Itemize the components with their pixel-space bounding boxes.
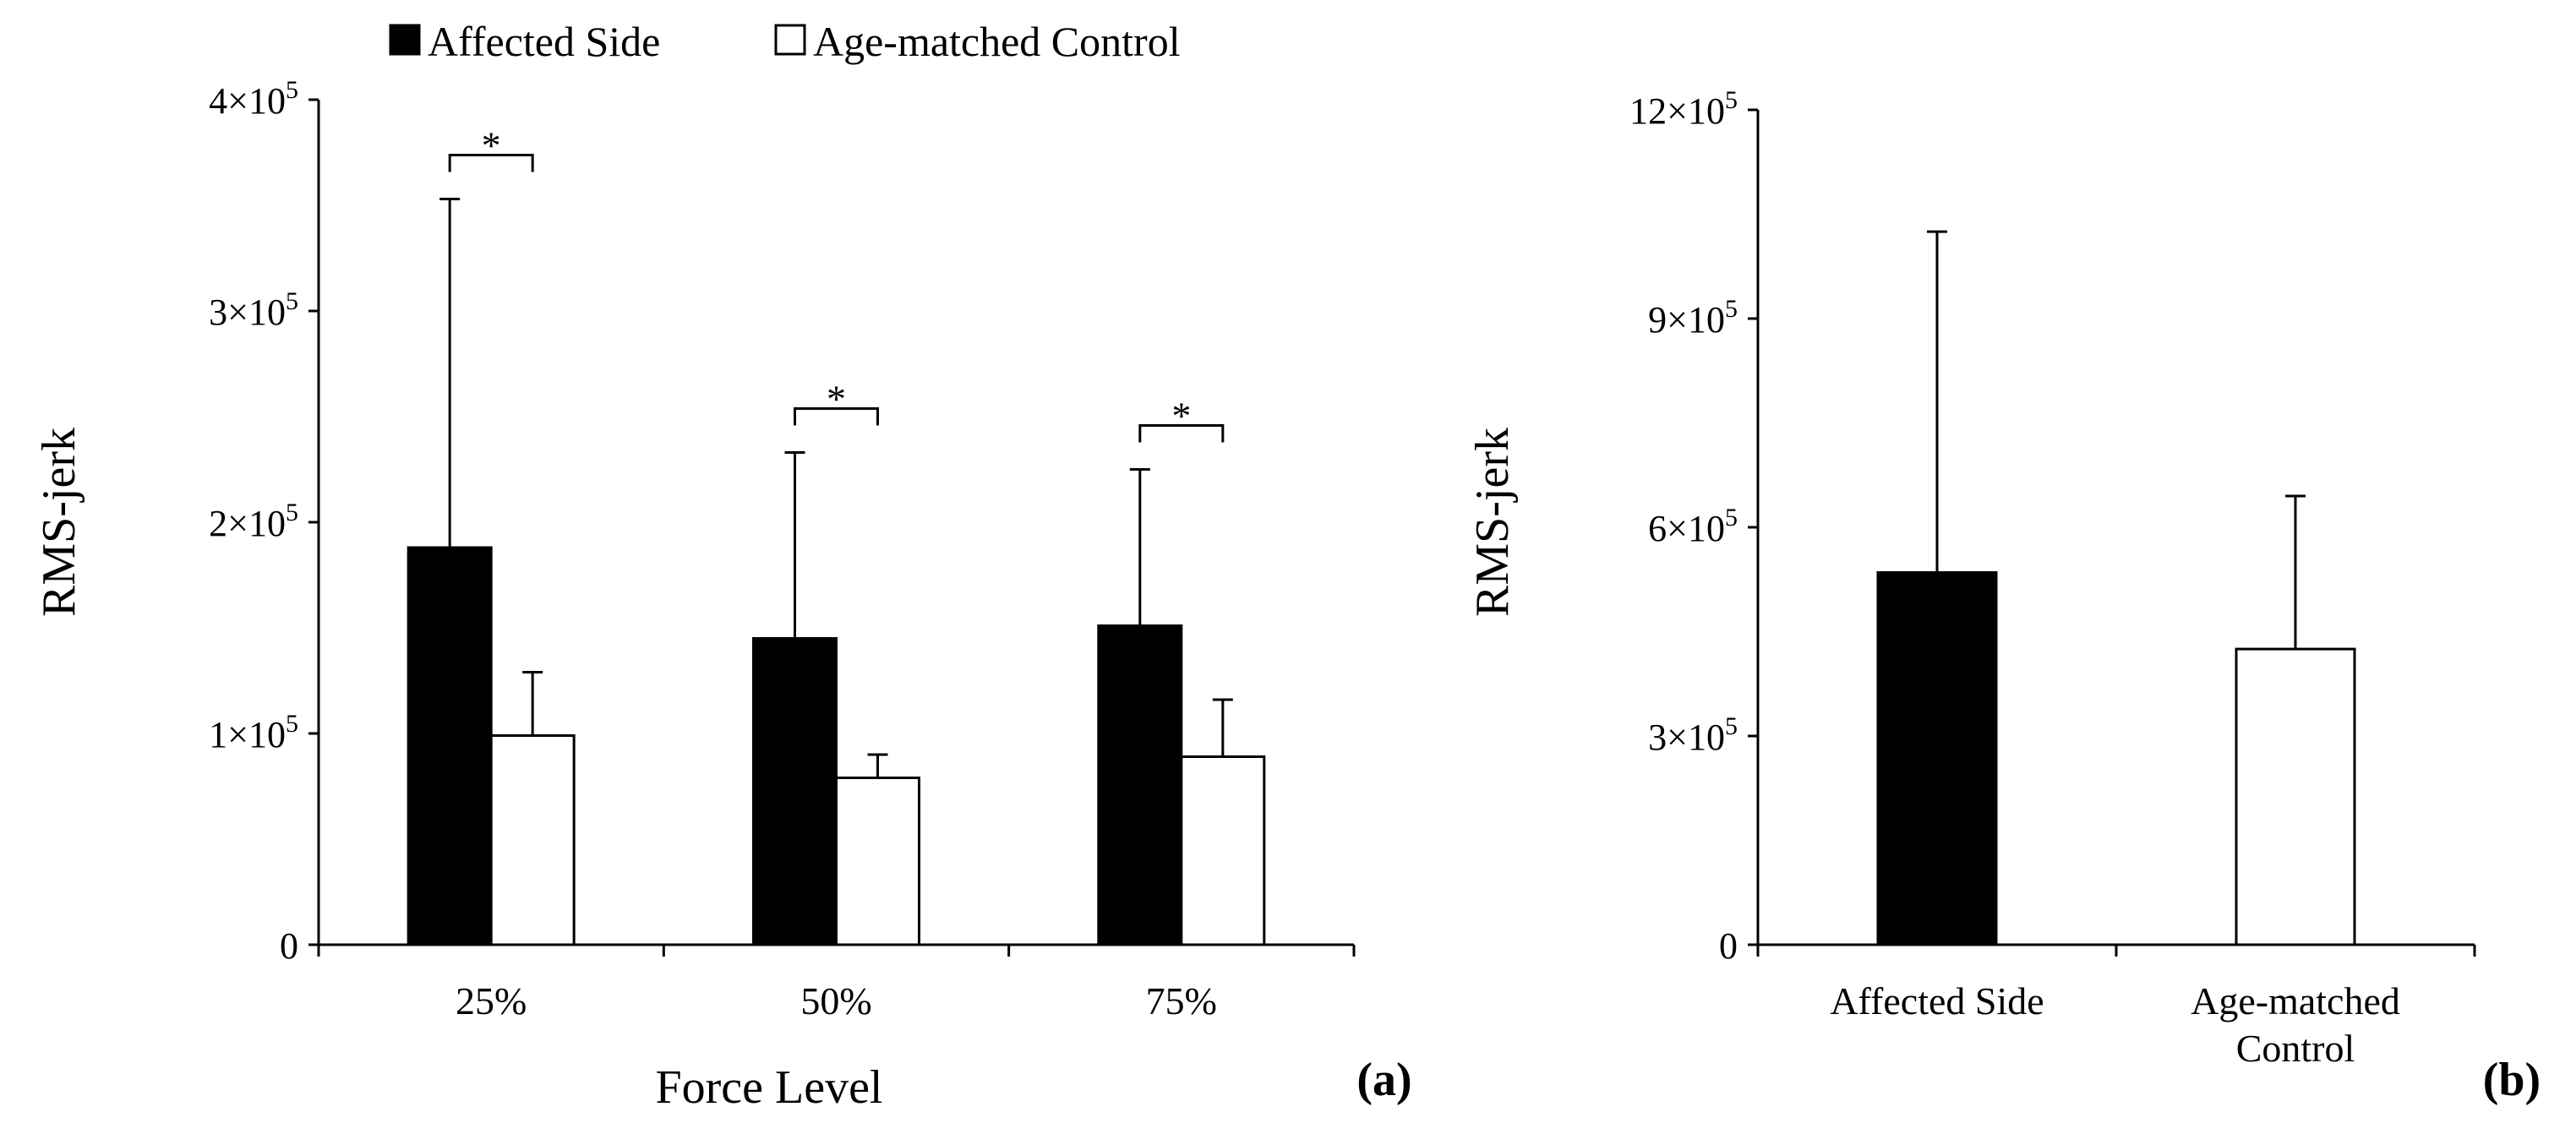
y-tick-label-a-3: 3×105 — [209, 287, 298, 333]
significance-bracket-0 — [448, 154, 534, 172]
bar-a-0-1 — [752, 637, 838, 946]
significance-star-0: * — [482, 124, 501, 167]
panel-label-b: (b) — [2483, 1054, 2541, 1106]
y-tick-label-b-0: 0 — [1719, 925, 1738, 967]
bar-a-1-0 — [489, 734, 576, 946]
bar-a-1-2 — [1180, 755, 1266, 946]
significance-bracket-1 — [794, 407, 879, 426]
bar-b-0 — [1876, 571, 1998, 946]
y-tick-label-a-1: 1×105 — [209, 710, 298, 755]
y-tick-label-b-2: 6×105 — [1648, 504, 1738, 549]
x-tick-label-a-0: 25% — [456, 979, 527, 1022]
legend-label-control: Age-matched Control — [813, 18, 1181, 65]
x-tick-label-a-2: 75% — [1146, 979, 1217, 1022]
y-ticks-a: 0 1×105 2×105 3×105 4×105 — [209, 76, 319, 967]
x-axis-title-a: Force Level — [656, 1061, 883, 1114]
significance-star-1: * — [827, 378, 846, 421]
panel-b: 0 3×105 6×105 9×105 12×105 Affected Side Age-… — [1466, 86, 2541, 1106]
y-tick-label-b-1: 3×105 — [1648, 712, 1738, 758]
legend-swatch-affected — [389, 24, 421, 56]
y-ticks-b: 0 3×105 6×105 9×105 12×105 — [1629, 86, 1758, 967]
x-tick-label-b-0-0: Affected Side — [1830, 979, 2044, 1022]
legend-swatch-control — [774, 24, 806, 56]
bar-a-0-2 — [1097, 624, 1183, 946]
y-axis-title-b: RMS-jerk — [1466, 428, 1519, 617]
y-axis-title-a: RMS-jerk — [33, 428, 85, 617]
significance-star-2: * — [1171, 395, 1191, 438]
bar-a-1-1 — [835, 777, 920, 946]
x-ticks-b: Affected Side Age-matched Control — [1756, 945, 2476, 1070]
y-tick-label-a-0: 0 — [280, 925, 298, 967]
significance-bracket-2 — [1138, 424, 1225, 443]
x-tick-label-a-1: 50% — [800, 979, 871, 1022]
x-tick-label-b-1-1: Control — [2236, 1027, 2355, 1070]
x-ticks-a: 25% 50% 75% — [317, 945, 1356, 1022]
panel-a: 0 1×105 2×105 3×105 4×105 25% 50% 75% * * * Forc… — [33, 76, 1412, 1114]
bars-b — [1876, 230, 2356, 946]
y-tick-label-a-4: 4×105 — [209, 76, 298, 122]
y-tick-label-b-3: 9×105 — [1648, 295, 1738, 341]
y-tick-label-a-2: 2×105 — [209, 499, 298, 544]
legend: Affected Side Age-matched Control — [389, 18, 1181, 65]
x-tick-label-b-1-0: Age-matched — [2191, 979, 2400, 1022]
panel-label-a: (a) — [1356, 1054, 1411, 1106]
bars-a — [407, 198, 1266, 946]
significance-a: * * * — [448, 124, 1225, 443]
bar-b-1 — [2235, 647, 2356, 946]
y-tick-label-b-4: 12×105 — [1629, 86, 1738, 132]
legend-label-affected: Affected Side — [428, 18, 660, 65]
bar-a-0-0 — [407, 546, 493, 946]
